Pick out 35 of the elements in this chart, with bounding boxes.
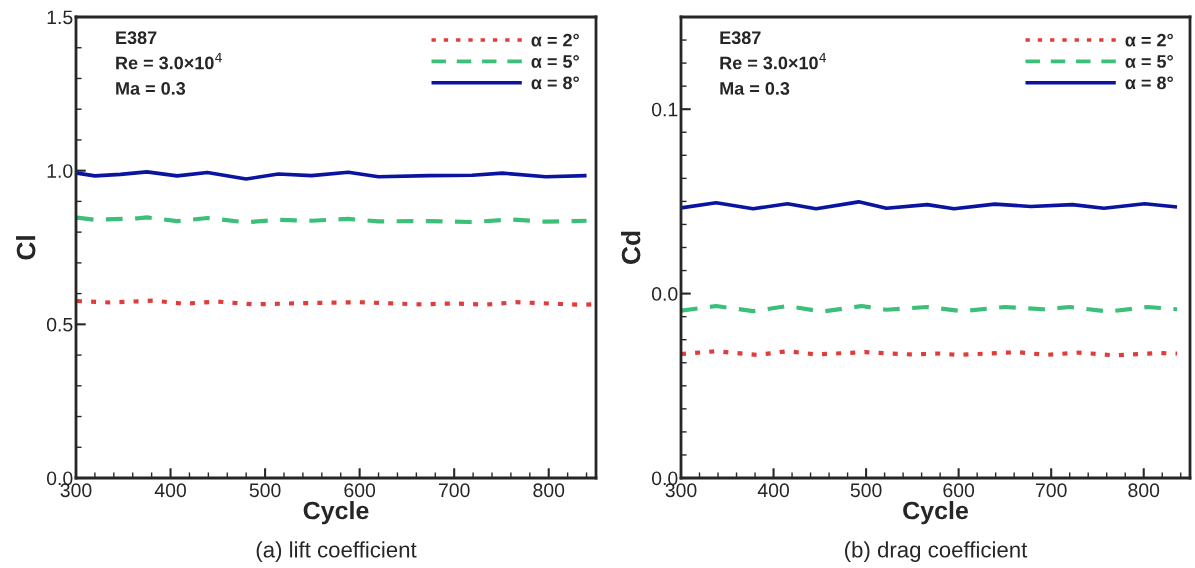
x-tick-label: 500	[249, 483, 281, 498]
x-axis-title: Cycle	[903, 500, 968, 525]
annotation: E387	[720, 31, 761, 45]
y-tick-label: 1.0	[47, 164, 73, 178]
legend-label: α = 2°	[531, 33, 579, 47]
legend-label: α = 5°	[531, 55, 579, 68]
annotation: Re = 3.0×10$^{4}$	[720, 53, 827, 70]
text: (b) drag coefficient	[845, 541, 1028, 562]
x-tick-label: 500	[850, 483, 882, 498]
legend-label: α = 2°	[1125, 33, 1173, 47]
x-tick-label: 400	[757, 483, 790, 498]
y-axis-title: Cd	[621, 231, 641, 264]
annotation: E387	[116, 31, 157, 45]
x-tick-label: 600	[943, 483, 975, 498]
y-axis-title: Cl	[16, 236, 36, 260]
x-axis-title: Cycle	[303, 500, 369, 525]
x-tick-label: 400	[154, 483, 187, 498]
y-tick-label: 0.1	[651, 102, 678, 117]
legend-label: α = 5°	[1125, 55, 1173, 68]
y-tick-label: 1.5	[47, 10, 73, 25]
legend-label: α = 8°	[531, 76, 579, 90]
x-tick-label: 600	[344, 483, 376, 498]
line-series	[681, 200, 1179, 211]
y-tick-label: 0.0	[651, 287, 678, 301]
legend-label: α = 8°	[1125, 76, 1173, 90]
x-tick-label: 800	[1128, 483, 1160, 498]
x-tick-label: 800	[533, 483, 565, 498]
annotation: Re = 3.0×10$^{4}$	[116, 53, 222, 70]
annotation: Ma = 0.3	[720, 82, 790, 95]
x-tick-label: 700	[438, 483, 470, 498]
annotation: Ma = 0.3	[116, 82, 186, 95]
text: (a) lift coefficient	[256, 541, 417, 562]
y-tick-label: 0.5	[46, 317, 73, 332]
x-tick-label: 700	[1035, 483, 1067, 498]
line-series	[76, 170, 589, 181]
